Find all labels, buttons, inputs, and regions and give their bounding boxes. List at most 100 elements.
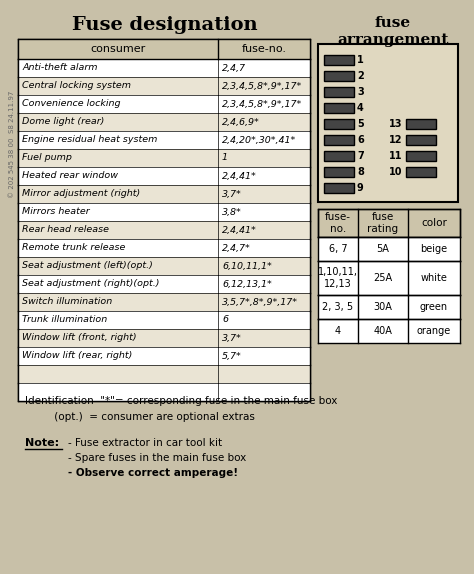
Bar [318, 209, 460, 237]
Bar [18, 77, 310, 95]
Text: Trunk illumination: Trunk illumination [22, 316, 107, 324]
Text: 1,10,11,
12,13: 1,10,11, 12,13 [318, 267, 358, 289]
Text: 6, 7: 6, 7 [328, 244, 347, 254]
Text: fuse-no.: fuse-no. [241, 44, 286, 54]
Text: color: color [421, 218, 447, 228]
Text: Mirrors heater: Mirrors heater [22, 207, 90, 216]
Bar [18, 39, 310, 401]
Bar [18, 365, 310, 383]
Bar [18, 347, 310, 365]
Text: 2, 3, 5: 2, 3, 5 [322, 302, 354, 312]
Text: 2,4,7: 2,4,7 [222, 64, 246, 72]
Text: Switch illumination: Switch illumination [22, 297, 112, 307]
Bar [406, 167, 436, 177]
Text: 6,12,13,1*: 6,12,13,1* [222, 280, 272, 289]
Text: 25A: 25A [374, 273, 392, 283]
Bar [18, 203, 310, 221]
Bar [18, 185, 310, 203]
Text: Anti-theft alarm: Anti-theft alarm [22, 64, 98, 72]
Text: (opt.)  = consumer are optional extras: (opt.) = consumer are optional extras [25, 412, 255, 422]
Text: 3,5,7*,8*,9*,17*: 3,5,7*,8*,9*,17* [222, 297, 298, 307]
Text: 3,7*: 3,7* [222, 189, 242, 199]
Text: 2,4,7*: 2,4,7* [222, 243, 251, 253]
Bar [18, 113, 310, 131]
Text: 5: 5 [357, 119, 364, 129]
Text: 13: 13 [389, 119, 402, 129]
Bar [18, 39, 310, 59]
Bar [18, 239, 310, 257]
Text: 6,10,11,1*: 6,10,11,1* [222, 262, 272, 270]
Bar [406, 119, 436, 129]
Text: Rear head release: Rear head release [22, 226, 109, 235]
Text: orange: orange [417, 326, 451, 336]
Text: Engine residual heat system: Engine residual heat system [22, 135, 157, 145]
Bar [324, 151, 354, 161]
Text: 12: 12 [389, 135, 402, 145]
Text: green: green [420, 302, 448, 312]
Text: 3: 3 [357, 87, 364, 97]
Text: 3,7*: 3,7* [222, 333, 242, 343]
Bar [318, 237, 460, 261]
Text: 6: 6 [222, 316, 228, 324]
Text: Fuse designation: Fuse designation [72, 16, 258, 34]
Bar [324, 55, 354, 65]
Bar [324, 135, 354, 145]
Text: 2,4,6,9*: 2,4,6,9* [222, 118, 260, 126]
Text: 2,4,41*: 2,4,41* [222, 172, 257, 180]
Text: 2,3,4,5,8*,9*,17*: 2,3,4,5,8*,9*,17* [222, 82, 302, 91]
Text: 10: 10 [389, 167, 402, 177]
Bar [318, 44, 458, 202]
Text: Identification  "*"= corresponding fuse in the main fuse box: Identification "*"= corresponding fuse i… [25, 396, 337, 406]
Text: - Fuse extractor in car tool kit: - Fuse extractor in car tool kit [68, 438, 222, 448]
Text: Seat adjustment (left)(opt.): Seat adjustment (left)(opt.) [22, 262, 153, 270]
Text: 11: 11 [389, 151, 402, 161]
Bar [324, 103, 354, 113]
Text: consumer: consumer [91, 44, 146, 54]
Text: fuse-
no.: fuse- no. [325, 212, 351, 234]
Text: Heated rear window: Heated rear window [22, 172, 118, 180]
Text: Mirror adjustment (right): Mirror adjustment (right) [22, 189, 140, 199]
Text: 2,3,4,5,8*,9*,17*: 2,3,4,5,8*,9*,17* [222, 99, 302, 108]
Bar [324, 119, 354, 129]
Text: 6: 6 [357, 135, 364, 145]
Bar [318, 295, 460, 319]
Text: fuse
arrangement: fuse arrangement [337, 16, 449, 47]
Text: 8: 8 [357, 167, 364, 177]
Text: 4: 4 [357, 103, 364, 113]
Text: 5,7*: 5,7* [222, 351, 242, 360]
Bar [18, 311, 310, 329]
Bar [18, 257, 310, 275]
Bar [18, 221, 310, 239]
Bar [324, 183, 354, 193]
Bar [18, 149, 310, 167]
Text: Central locking system: Central locking system [22, 82, 131, 91]
Text: 4: 4 [335, 326, 341, 336]
Text: Dome light (rear): Dome light (rear) [22, 118, 104, 126]
Text: 9: 9 [357, 183, 364, 193]
Text: Fuel pump: Fuel pump [22, 153, 72, 162]
Text: 30A: 30A [374, 302, 392, 312]
Bar [324, 71, 354, 81]
Text: 7: 7 [357, 151, 364, 161]
Text: Remote trunk release: Remote trunk release [22, 243, 126, 253]
Bar [18, 275, 310, 293]
Text: beige: beige [420, 244, 447, 254]
Text: © 202 545 38 00  S8 24.11.97: © 202 545 38 00 S8 24.11.97 [9, 90, 15, 197]
Text: 2,4,20*,30*,41*: 2,4,20*,30*,41* [222, 135, 296, 145]
Text: 40A: 40A [374, 326, 392, 336]
Text: 1: 1 [357, 55, 364, 65]
Bar [406, 135, 436, 145]
Text: Window lift (front, right): Window lift (front, right) [22, 333, 137, 343]
Text: 2,4,41*: 2,4,41* [222, 226, 257, 235]
Bar [18, 95, 310, 113]
Bar [324, 167, 354, 177]
Text: - Observe correct amperage!: - Observe correct amperage! [68, 468, 238, 478]
Bar [318, 261, 460, 295]
Text: Note:: Note: [25, 438, 59, 448]
Text: Window lift (rear, right): Window lift (rear, right) [22, 351, 132, 360]
Bar [18, 383, 310, 401]
Text: Convenience locking: Convenience locking [22, 99, 120, 108]
Bar [18, 293, 310, 311]
Text: 2: 2 [357, 71, 364, 81]
Text: Seat adjustment (right)(opt.): Seat adjustment (right)(opt.) [22, 280, 159, 289]
